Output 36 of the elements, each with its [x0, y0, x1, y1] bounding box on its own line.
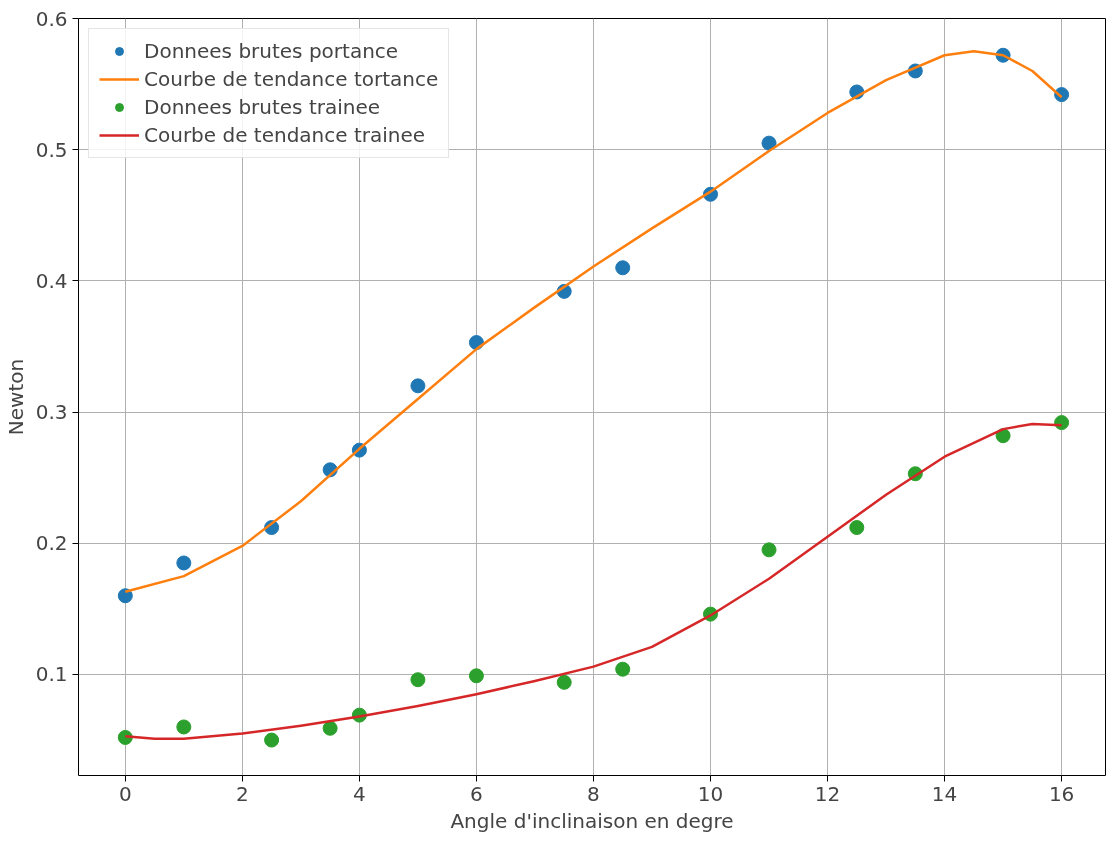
point — [176, 555, 192, 571]
point — [264, 732, 280, 748]
x-tick-label: 14 — [931, 781, 958, 806]
point — [468, 668, 484, 684]
point — [1054, 415, 1070, 431]
point — [849, 520, 865, 536]
point — [615, 661, 631, 677]
y-axis-title: Newton — [3, 358, 28, 436]
point — [556, 674, 572, 690]
x-tick-label: 8 — [587, 781, 600, 806]
point — [761, 542, 777, 558]
y-tick-label: 0.3 — [35, 400, 68, 425]
point — [615, 260, 631, 276]
x-tick-label: 16 — [1048, 781, 1075, 806]
x-tick-label: 10 — [697, 781, 724, 806]
point — [117, 588, 133, 604]
x-axis-title: Angle d'inclinaison en degre — [450, 808, 734, 833]
y-tick-label: 0.4 — [35, 268, 68, 293]
point — [761, 135, 777, 151]
x-tick-label: 0 — [118, 781, 132, 806]
point — [410, 378, 426, 394]
point — [410, 672, 426, 688]
y-tick-label: 0.1 — [35, 662, 68, 687]
x-tick-label: 12 — [814, 781, 841, 806]
legend-label: Donnees brutes trainee — [144, 95, 381, 119]
legend-label: Courbe de tendance tortance — [144, 67, 439, 91]
point — [176, 719, 192, 735]
x-tick-label: 2 — [235, 781, 249, 806]
x-tick-label: 4 — [353, 781, 366, 806]
legend-label: Donnees brutes portance — [144, 39, 399, 63]
y-tick-label: 0.6 — [35, 6, 68, 31]
y-tick-label: 0.2 — [35, 531, 68, 556]
legend-label: Courbe de tendance trainee — [144, 123, 426, 147]
point — [322, 720, 338, 736]
y-tick-label: 0.5 — [35, 137, 68, 162]
x-tick-label: 6 — [470, 781, 483, 806]
